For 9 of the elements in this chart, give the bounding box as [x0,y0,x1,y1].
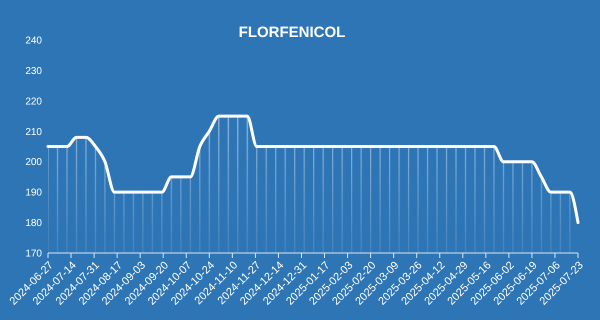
y-tick-label: 230 [25,66,42,77]
y-tick-label: 240 [25,36,42,46]
y-tick-label: 210 [25,126,42,138]
y-tick-label: 220 [25,96,42,108]
y-tick-label: 180 [25,218,42,230]
y-tick-label: 200 [25,157,42,168]
y-tick-label: 190 [25,188,42,199]
chart-title: FLORFENICOL [238,24,346,41]
y-tick-label: 170 [25,248,42,260]
